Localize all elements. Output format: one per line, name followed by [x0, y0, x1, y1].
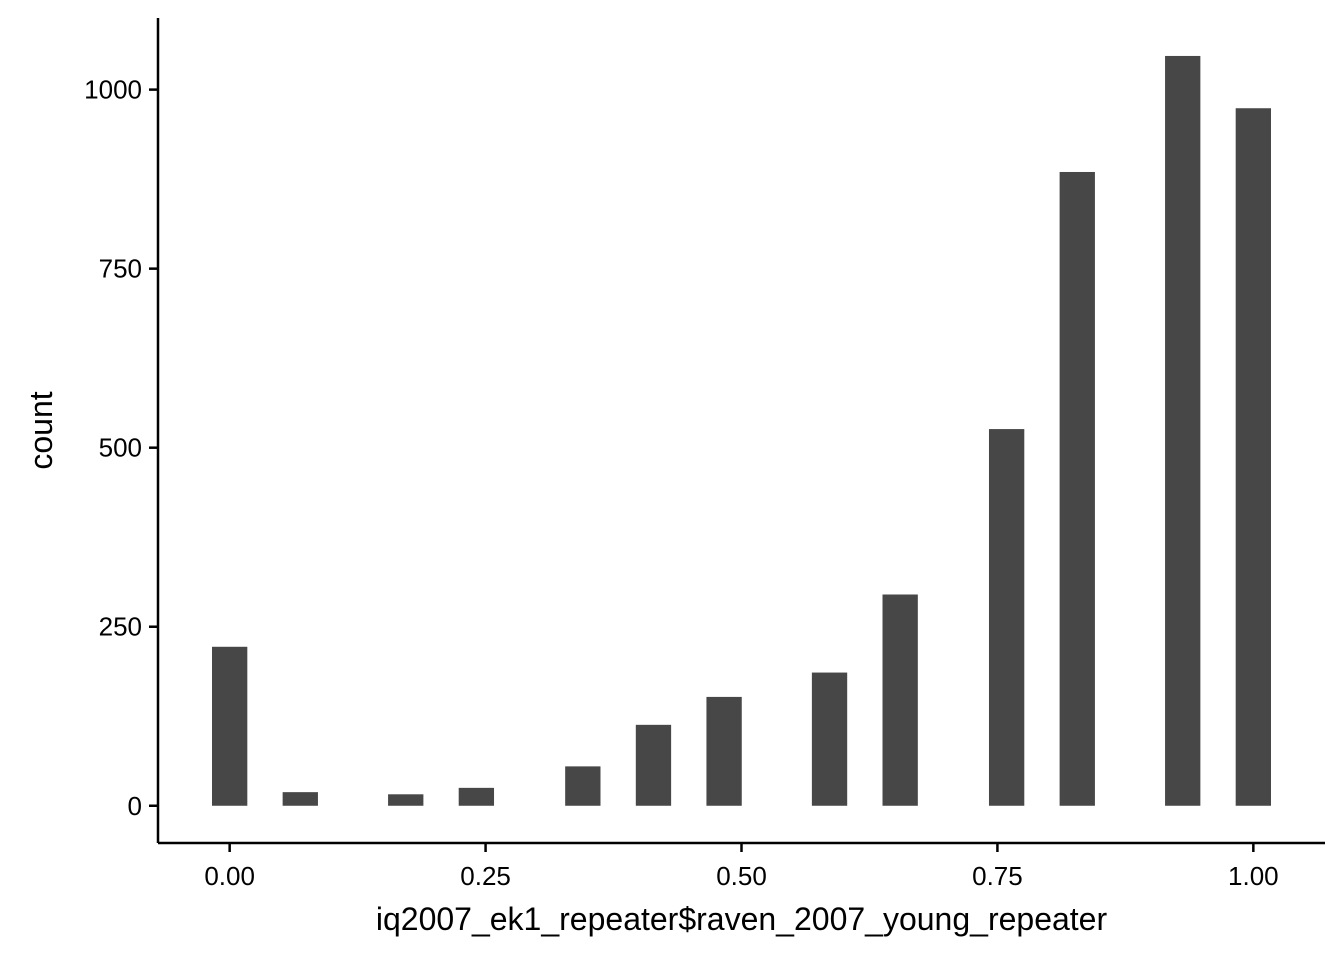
bar-6 — [706, 696, 742, 806]
y-tick-label-3: 750 — [99, 254, 142, 284]
bar-5 — [635, 724, 672, 806]
y-tick-label-1: 250 — [99, 612, 142, 642]
y-ticks-group: 0 250 500 750 1000 — [84, 75, 158, 821]
bar-8 — [882, 594, 918, 806]
bar-11 — [1165, 55, 1201, 806]
bar-0 — [211, 646, 248, 806]
x-tick-label-1: 0.25 — [460, 861, 511, 891]
bar-1 — [282, 792, 318, 806]
x-axis-title: iq2007_ek1_repeater$raven_2007_young_rep… — [376, 901, 1108, 937]
x-tick-label-2: 0.50 — [716, 861, 767, 891]
x-tick-label-0: 0.00 — [204, 861, 255, 891]
bar-4 — [565, 766, 601, 806]
y-tick-label-2: 500 — [99, 433, 142, 463]
y-axis-title: count — [23, 391, 59, 469]
bar-2 — [388, 794, 424, 806]
bar-9 — [988, 429, 1025, 806]
x-ticks-group: 0.00 0.25 0.50 0.75 1.00 — [204, 843, 1279, 891]
y-tick-label-0: 0 — [128, 791, 142, 821]
x-tick-label-3: 0.75 — [972, 861, 1023, 891]
bar-7 — [811, 672, 848, 806]
x-tick-label-4: 1.00 — [1228, 861, 1279, 891]
y-tick-label-4: 1000 — [84, 75, 142, 105]
bar-10 — [1059, 171, 1095, 806]
bar-3 — [458, 787, 495, 806]
bar-12 — [1235, 108, 1272, 806]
bars-group — [211, 55, 1272, 806]
